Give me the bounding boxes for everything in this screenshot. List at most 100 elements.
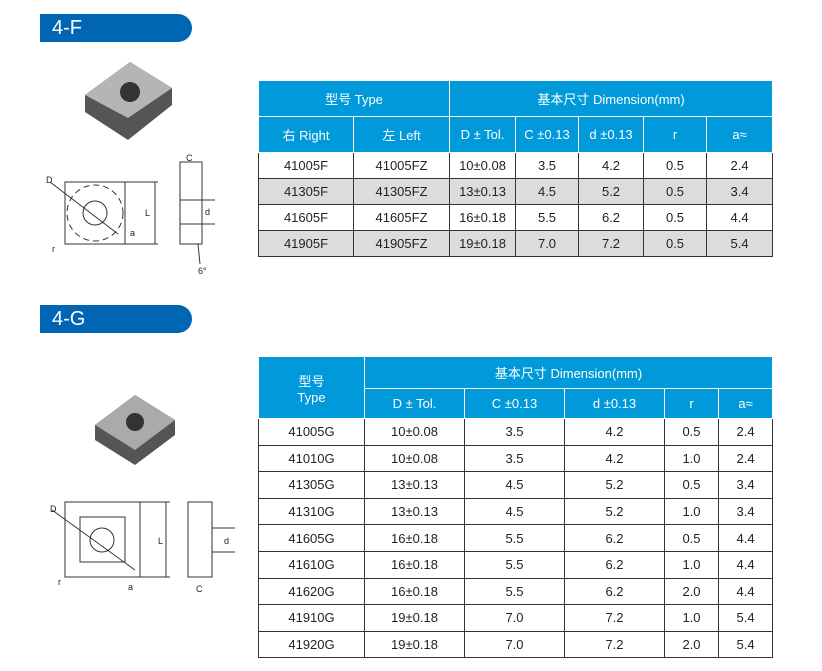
table-cell: 41905F bbox=[258, 230, 354, 257]
table-cell: 4.2 bbox=[564, 444, 665, 473]
col-header: C ±0.13 bbox=[464, 388, 565, 419]
insert-3d-image-4f bbox=[85, 62, 172, 140]
table-cell: 5.4 bbox=[717, 630, 774, 659]
svg-text:d: d bbox=[224, 536, 229, 546]
col-header: D ± Tol. bbox=[449, 116, 517, 153]
table-cell: 41910G bbox=[258, 604, 365, 632]
svg-text:r: r bbox=[58, 577, 61, 587]
table-cell: 7.0 bbox=[464, 604, 565, 632]
table-cell: 0.5 bbox=[664, 524, 719, 552]
table-cell: 0.5 bbox=[643, 230, 708, 257]
table-cell: 16±0.18 bbox=[364, 524, 465, 552]
col-header: C ±0.13 bbox=[515, 116, 580, 153]
table-cell: 4.4 bbox=[717, 524, 774, 552]
table-cell: 13±0.13 bbox=[364, 497, 465, 526]
table-row: 41610G 16±0.18 5.5 6.2 1.0 4.4 bbox=[258, 550, 774, 579]
table-cell: 5.4 bbox=[717, 604, 774, 632]
table-cell: 19±0.18 bbox=[364, 604, 465, 632]
table-cell: 0.5 bbox=[664, 471, 719, 499]
table-cell: 0.5 bbox=[643, 178, 708, 205]
table-cell: 41605G bbox=[258, 524, 365, 552]
table-cell: 0.5 bbox=[643, 152, 708, 179]
table-cell: 19±0.18 bbox=[364, 630, 465, 659]
col-header: d ±0.13 bbox=[578, 116, 645, 153]
table-row: 41905F 41905FZ 19±0.18 7.0 7.2 0.5 5.4 bbox=[258, 230, 774, 257]
table-cell: 41310G bbox=[258, 497, 365, 526]
table-cell: 7.2 bbox=[578, 230, 645, 257]
svg-text:L: L bbox=[158, 536, 163, 546]
table-cell: 3.5 bbox=[464, 444, 565, 473]
table-cell: 3.4 bbox=[717, 471, 774, 499]
table-cell: 6.2 bbox=[564, 550, 665, 579]
table-cell: 13±0.13 bbox=[449, 178, 517, 205]
table-row: 41005G 10±0.08 3.5 4.2 0.5 2.4 bbox=[258, 418, 774, 446]
table-cell: 1.0 bbox=[664, 497, 719, 526]
table-cell: 3.5 bbox=[464, 418, 565, 446]
svg-text:D: D bbox=[46, 175, 53, 185]
table-cell: 4.5 bbox=[464, 497, 565, 526]
table-cell: 4.2 bbox=[578, 152, 645, 179]
table-cell: 4.2 bbox=[564, 418, 665, 446]
table-cell: 5.5 bbox=[464, 524, 565, 552]
table-cell: 4.4 bbox=[717, 550, 774, 579]
table-cell: 41920G bbox=[258, 630, 365, 659]
col-header: r bbox=[664, 388, 719, 419]
table-cell: 41605FZ bbox=[352, 204, 451, 231]
svg-text:r: r bbox=[52, 244, 55, 254]
insert-3d-image-4g bbox=[95, 395, 175, 465]
table-cell: 5.5 bbox=[464, 550, 565, 579]
table-cell: 1.0 bbox=[664, 550, 719, 579]
table-row: 41620G 16±0.18 5.5 6.2 2.0 4.4 bbox=[258, 577, 774, 606]
table-cell: 5.4 bbox=[706, 230, 774, 257]
table-row: 41920G 19±0.18 7.0 7.2 2.0 5.4 bbox=[258, 630, 774, 659]
table-cell: 3.5 bbox=[515, 152, 580, 179]
svg-text:C: C bbox=[186, 153, 193, 163]
table-cell: 10±0.08 bbox=[449, 152, 517, 179]
left-header: 左 Left bbox=[352, 116, 451, 153]
table-row: 41605F 41605FZ 16±0.18 5.5 6.2 0.5 4.4 bbox=[258, 204, 774, 231]
dimension-header: 基本尺寸 Dimension(mm) bbox=[363, 356, 774, 389]
type-header-en: Type bbox=[297, 389, 326, 405]
table-cell: 7.2 bbox=[564, 630, 665, 659]
table-cell: 41610G bbox=[258, 550, 365, 579]
svg-text:L: L bbox=[145, 208, 150, 218]
table-cell: 19±0.18 bbox=[449, 230, 517, 257]
table-cell: 7.0 bbox=[515, 230, 580, 257]
col-header: d ±0.13 bbox=[564, 388, 665, 419]
svg-text:a: a bbox=[130, 228, 135, 238]
type-header-cn: 型号 bbox=[298, 373, 325, 389]
section-badge-4g: 4-G bbox=[40, 305, 192, 333]
table-cell: 4.5 bbox=[515, 178, 580, 205]
table-cell: 1.0 bbox=[664, 604, 719, 632]
svg-text:C: C bbox=[196, 584, 203, 594]
table-cell: 16±0.18 bbox=[364, 577, 465, 606]
right-header: 右 Right bbox=[258, 116, 354, 153]
table-cell: 5.2 bbox=[564, 471, 665, 499]
table-cell: 13±0.13 bbox=[364, 471, 465, 499]
col-header: a≈ bbox=[717, 388, 774, 419]
table-row: 41010G 10±0.08 3.5 4.2 1.0 2.4 bbox=[258, 444, 774, 473]
svg-text:D: D bbox=[50, 504, 57, 514]
table-cell: 16±0.18 bbox=[449, 204, 517, 231]
table-cell: 4.5 bbox=[464, 471, 565, 499]
table-cell: 1.0 bbox=[664, 444, 719, 473]
table-cell: 41010G bbox=[258, 444, 365, 473]
table-cell: 2.4 bbox=[717, 444, 774, 473]
table-cell: 4.4 bbox=[717, 577, 774, 606]
table-row: 41310G 13±0.13 4.5 5.2 1.0 3.4 bbox=[258, 497, 774, 526]
svg-text:d: d bbox=[205, 207, 210, 217]
svg-text:a: a bbox=[128, 582, 133, 592]
table-cell: 16±0.18 bbox=[364, 550, 465, 579]
table-cell: 41305FZ bbox=[352, 178, 451, 205]
dimension-header: 基本尺寸 Dimension(mm) bbox=[449, 80, 774, 117]
spec-table-4f: 型号 Type 基本尺寸 Dimension(mm) 右 Right 左 Left … bbox=[257, 80, 774, 257]
table-row: 41305F 41305FZ 13±0.13 4.5 5.2 0.5 3.4 bbox=[258, 178, 774, 205]
table-cell: 41005G bbox=[258, 418, 365, 446]
table-row: 41910G 19±0.18 7.0 7.2 1.0 5.4 bbox=[258, 604, 774, 632]
table-row: 41305G 13±0.13 4.5 5.2 0.5 3.4 bbox=[258, 471, 774, 499]
table-cell: 6.2 bbox=[564, 524, 665, 552]
section-badge-4f: 4-F bbox=[40, 14, 192, 42]
table-cell: 41905FZ bbox=[352, 230, 451, 257]
table-cell: 41620G bbox=[258, 577, 365, 606]
insert-drawing-4g: D r L a C d bbox=[50, 501, 235, 594]
